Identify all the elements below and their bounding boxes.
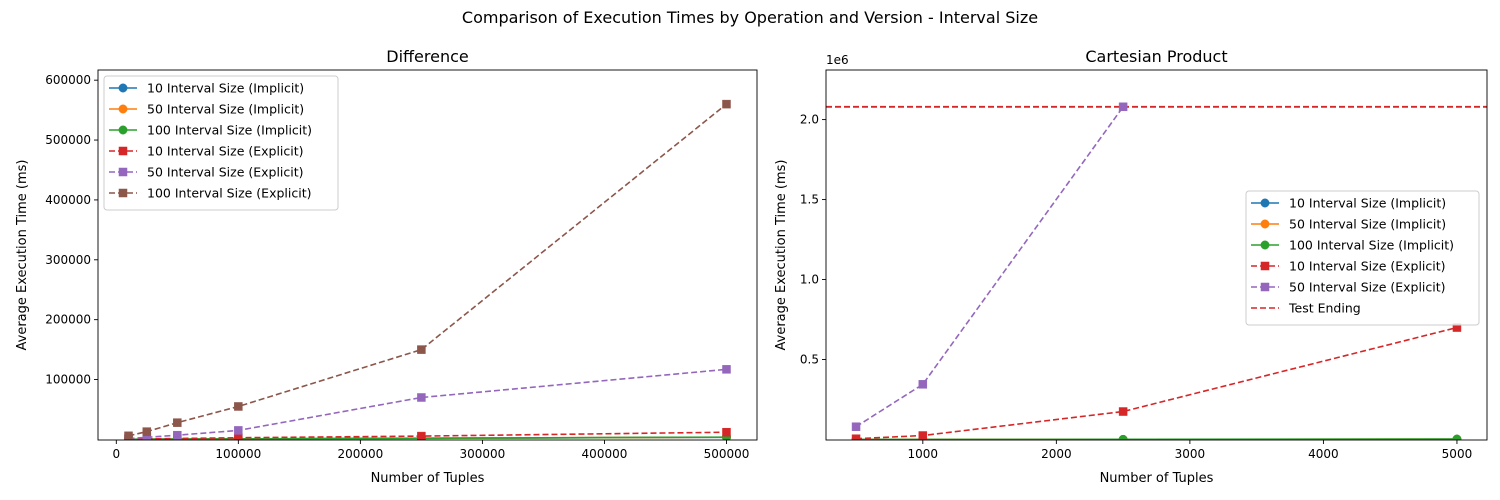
legend-label: 100 Interval Size (Explicit) (147, 186, 311, 201)
legend-label: 100 Interval Size (Implicit) (1289, 238, 1454, 253)
series-line-2 (128, 436, 727, 440)
x-tick-label: 5000 (1442, 447, 1473, 461)
plot-area (124, 99, 731, 440)
series-line-3 (128, 431, 727, 440)
legend-box (1245, 190, 1480, 326)
series-line-4 (855, 106, 1124, 428)
y-tick-label: 2.0 (800, 113, 819, 127)
y-tick-label: 500000 (45, 133, 91, 147)
legend-swatch-marker (1260, 219, 1270, 229)
legend: 10 Interval Size (Implicit) 50 Interval S… (103, 75, 339, 211)
legend-swatch-marker (1260, 282, 1270, 292)
data-point (1118, 407, 1128, 416)
x-tick-label: 4000 (1308, 447, 1339, 461)
x-tick-label: 2000 (1041, 447, 1072, 461)
data-point (722, 99, 731, 109)
x-tick-label: 1000 (908, 447, 939, 461)
x-tick-label: 400000 (582, 447, 628, 461)
x-tick-label: 0 (112, 447, 120, 461)
data-point (851, 434, 861, 440)
x-axis-label: Number of Tuples (1100, 471, 1214, 486)
y-tick-label: 400000 (45, 193, 91, 207)
data-point (124, 431, 133, 440)
legend-label: 50 Interval Size (Explicit) (147, 165, 304, 180)
legend-label: 50 Interval Size (Implicit) (147, 102, 304, 117)
y-tick-label: 600000 (45, 73, 91, 87)
chart-title: Difference (386, 47, 468, 66)
x-axis-label: Number of Tuples (371, 471, 485, 486)
y-axis-label: Average Execution Time (ms) (15, 160, 30, 351)
series-line-4 (128, 368, 727, 440)
data-point (417, 393, 426, 402)
data-point (1118, 102, 1128, 112)
x-tick-label: 500000 (704, 447, 750, 461)
axes-frame (825, 69, 1488, 441)
legend-label: 10 Interval Size (Implicit) (1289, 196, 1446, 211)
y-tick-label: 300000 (45, 253, 91, 267)
data-point (142, 427, 152, 436)
data-point (918, 431, 928, 440)
legend-swatch-marker (1260, 240, 1270, 250)
data-point (173, 418, 182, 427)
data-point (417, 345, 426, 354)
chart-panel-difference: Difference 0 100000 200000 300000 400000 50000… (15, 47, 758, 486)
data-point (722, 365, 731, 374)
y-tick-label: 1.5 (800, 193, 819, 207)
plot-area (826, 102, 1487, 440)
legend-swatch-marker (118, 167, 128, 177)
data-point (417, 431, 426, 440)
series-line-3 (856, 326, 1458, 440)
legend-label: Test Ending (1288, 301, 1361, 316)
y-tick-label: 1.0 (800, 273, 819, 287)
legend-swatch-marker (118, 188, 128, 198)
figure-suptitle: Comparison of Execution Times by Operati… (461, 8, 1039, 27)
y-tick-label: 0.5 (800, 353, 819, 367)
x-tick-label: 300000 (460, 447, 506, 461)
y-tick-label: 100000 (45, 373, 91, 387)
x-tick-label: 200000 (337, 447, 383, 461)
data-point (722, 427, 731, 437)
y-offset-text: 1e6 (826, 53, 849, 67)
data-point (851, 422, 861, 431)
legend-swatch-marker (1260, 198, 1270, 208)
legend-label: 10 Interval Size (Explicit) (147, 144, 304, 159)
chart-title: Cartesian Product (1085, 47, 1227, 66)
legend-swatch-marker (118, 125, 128, 135)
x-tick-label: 3000 (1175, 447, 1206, 461)
x-tick-label: 100000 (215, 447, 261, 461)
data-point (234, 426, 243, 435)
series-line-5 (128, 103, 727, 437)
legend-label: 50 Interval Size (Explicit) (1289, 280, 1446, 295)
legend-swatch-marker (118, 104, 128, 114)
y-axis-label: Average Execution Time (ms) (774, 160, 789, 351)
legend-swatch-marker (118, 83, 128, 93)
legend-label: 10 Interval Size (Implicit) (147, 81, 304, 96)
legend-swatch-marker (1260, 261, 1270, 271)
data-point (234, 402, 243, 411)
legend-box (103, 75, 339, 211)
data-point (1118, 434, 1128, 440)
legend-label: 50 Interval Size (Implicit) (1289, 217, 1446, 232)
data-point (1452, 434, 1462, 440)
y-tick-label: 200000 (45, 313, 91, 327)
data-point (173, 430, 182, 440)
chart-panel-cartesian-product: Cartesian Product 1000 2000 3000 4000 5000 0.5… (774, 47, 1488, 486)
legend-swatch-marker (118, 146, 128, 156)
legend-label: 100 Interval Size (Implicit) (147, 123, 312, 138)
axes-frame (97, 69, 758, 441)
data-point (918, 380, 928, 389)
legend: 10 Interval Size (Implicit) 50 Interval S… (1245, 190, 1480, 326)
legend-label: 10 Interval Size (Explicit) (1289, 259, 1446, 274)
